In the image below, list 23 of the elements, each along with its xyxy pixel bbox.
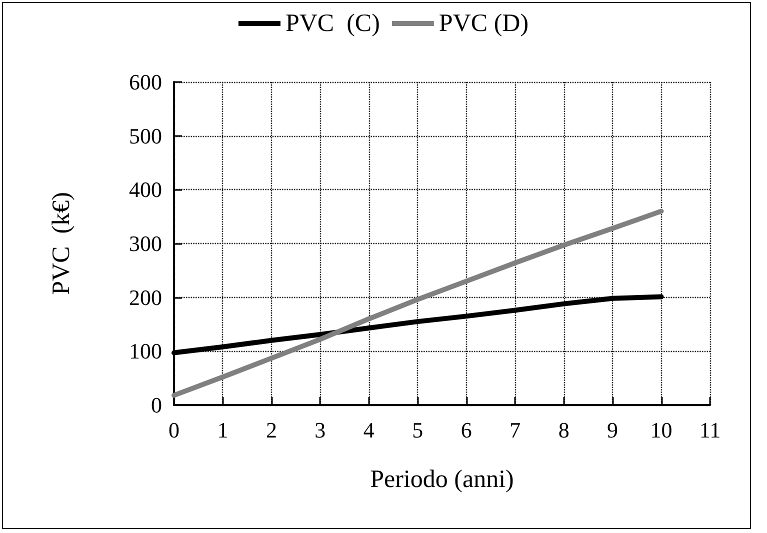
x-tick-label: 8	[558, 418, 570, 442]
x-tick-label: 3	[314, 418, 326, 442]
x-tick-label: 10	[650, 418, 672, 442]
x-tick-label: 11	[699, 418, 721, 442]
x-tick-label: 1	[217, 418, 228, 442]
x-axis-title: Periodo (anni)	[370, 466, 514, 493]
legend-label: PVC (D)	[438, 10, 529, 37]
x-tick-label: 6	[460, 418, 472, 442]
x-tick-label: 9	[607, 418, 618, 442]
x-tick-label: 0	[168, 418, 180, 442]
y-tick-label: 400	[129, 177, 162, 202]
legend-label: PVC (C)	[285, 10, 380, 37]
y-tick-label: 300	[129, 231, 162, 256]
y-axis-title: PVC (k€)	[48, 192, 75, 295]
y-tick-label: 500	[129, 123, 162, 148]
x-tick-label: 2	[266, 418, 277, 442]
y-tick-label: 600	[129, 70, 162, 94]
x-tick-label: 4	[363, 418, 374, 442]
x-tick-label: 5	[412, 418, 424, 442]
y-tick-label: 200	[129, 284, 162, 310]
x-tick-label: 7	[510, 418, 521, 442]
y-tick-label: 0	[151, 392, 162, 418]
y-tick-label: 100	[129, 338, 162, 364]
